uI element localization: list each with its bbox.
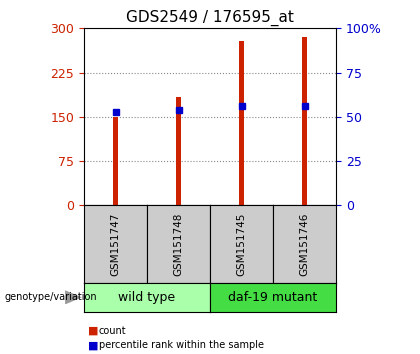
Text: genotype/variation: genotype/variation [4, 292, 97, 302]
Text: ■: ■ [88, 340, 99, 350]
Bar [302, 37, 307, 205]
Text: wild type: wild type [118, 291, 176, 304]
Text: GSM151745: GSM151745 [236, 212, 247, 276]
Text: count: count [99, 326, 126, 336]
Text: GSM151748: GSM151748 [173, 212, 184, 276]
Bar [113, 117, 118, 205]
Polygon shape [65, 290, 82, 304]
Text: ■: ■ [88, 326, 99, 336]
Text: GSM151747: GSM151747 [110, 212, 121, 276]
Title: GDS2549 / 176595_at: GDS2549 / 176595_at [126, 9, 294, 25]
Bar [176, 97, 181, 205]
Text: daf-19 mutant: daf-19 mutant [228, 291, 318, 304]
Bar [239, 41, 244, 205]
Text: percentile rank within the sample: percentile rank within the sample [99, 340, 264, 350]
Text: GSM151746: GSM151746 [299, 212, 310, 276]
